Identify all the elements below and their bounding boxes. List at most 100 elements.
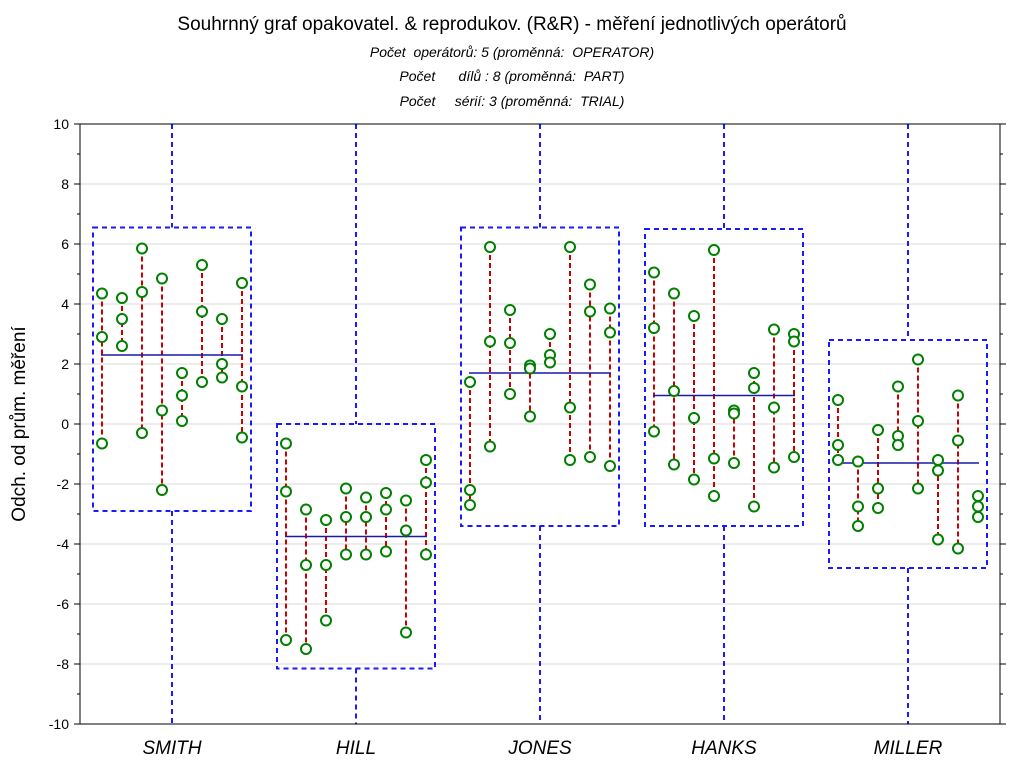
y-tick-label: -8: [57, 656, 70, 672]
y-tick-label: -2: [57, 476, 70, 492]
measurement-point: [872, 502, 884, 514]
measurement-point: [912, 353, 924, 366]
measurement-point: [196, 259, 208, 271]
measurement-point: [688, 310, 700, 322]
measurement-point: [116, 292, 128, 304]
point-layer: [96, 241, 984, 655]
measurement-point: [340, 482, 352, 495]
measurement-point: [484, 440, 496, 453]
range-box: [828, 339, 988, 569]
x-category-label: MILLER: [874, 738, 943, 759]
y-tick-label: 4: [61, 296, 69, 312]
mean-layer: [101, 354, 979, 538]
measurement-point: [280, 485, 292, 498]
measurement-point: [196, 376, 208, 388]
measurement-point: [236, 277, 248, 289]
measurement-point: [972, 511, 984, 523]
measurement-point: [300, 559, 312, 571]
measurement-point: [708, 452, 720, 465]
measurement-point: [136, 286, 148, 298]
measurement-point: [832, 454, 844, 466]
measurement-point: [564, 454, 576, 466]
measurement-point: [852, 455, 864, 468]
measurement-point: [748, 500, 760, 513]
measurement-point: [116, 313, 128, 325]
measurement-point: [504, 337, 516, 349]
measurement-point: [788, 335, 800, 348]
measurement-point: [380, 503, 392, 516]
y-tick-label: -6: [57, 596, 70, 612]
measurement-point: [952, 389, 964, 402]
measurement-point: [788, 451, 800, 463]
measurement-point: [320, 514, 332, 526]
box-layer: [92, 124, 988, 724]
measurement-point: [236, 431, 248, 444]
chart-subtitle-parts: Počet dílů : 8 (proměnná: PART): [399, 68, 625, 84]
y-tick-label: 6: [61, 236, 69, 252]
range-box: [276, 423, 436, 670]
range-box: [460, 226, 620, 527]
measurement-point: [892, 439, 904, 451]
x-category-label: SMITH: [142, 738, 201, 759]
measurement-point: [96, 437, 108, 450]
measurement-point: [300, 503, 312, 516]
measurement-point: [280, 634, 292, 646]
measurement-point: [584, 278, 596, 291]
measurement-point: [768, 401, 780, 414]
measurement-point: [400, 524, 412, 537]
measurement-point: [932, 533, 944, 546]
measurement-point: [360, 491, 372, 504]
measurement-point: [216, 371, 228, 384]
measurement-point: [832, 394, 844, 406]
measurement-point: [484, 241, 496, 253]
measurement-point: [748, 367, 760, 379]
measurement-point: [136, 427, 148, 439]
measurement-point: [400, 494, 412, 507]
measurement-point: [768, 323, 780, 336]
measurement-point: [156, 484, 168, 496]
measurement-point: [380, 487, 392, 499]
measurement-point: [872, 424, 884, 436]
measurement-point: [280, 437, 292, 450]
measurement-point: [972, 500, 984, 513]
measurement-point: [932, 464, 944, 477]
y-axis-title: Odch. od prům. měření: [9, 326, 30, 522]
x-category-label: HILL: [336, 738, 376, 759]
measurement-point: [320, 614, 332, 627]
measurement-point: [136, 242, 148, 255]
y-tick-label: -10: [49, 716, 69, 732]
measurement-point: [872, 482, 884, 495]
measurement-point: [96, 287, 108, 300]
x-category-label: JONES: [507, 738, 572, 759]
measurement-point: [320, 559, 332, 571]
measurement-point: [648, 425, 660, 438]
measurement-point: [216, 358, 228, 370]
y-tick-label: -4: [57, 536, 70, 552]
measurement-point: [604, 460, 616, 472]
measurement-point: [708, 244, 720, 256]
measurement-point: [708, 490, 720, 502]
measurement-point: [648, 266, 660, 279]
measurement-point: [668, 385, 680, 397]
measurement-point: [952, 434, 964, 447]
measurement-point: [504, 304, 516, 316]
measurement-point: [544, 328, 556, 340]
measurement-point: [648, 322, 660, 334]
measurement-point: [832, 439, 844, 451]
x-axis-categories: SMITH HILL JONES HANKS MILLER: [142, 738, 942, 759]
measurement-point: [116, 340, 128, 352]
y-tick-label: 0: [61, 416, 69, 432]
measurement-point: [748, 382, 760, 394]
measurement-point: [176, 389, 188, 402]
measurement-point: [156, 272, 168, 285]
measurement-point: [912, 415, 924, 427]
measurement-point: [360, 511, 372, 523]
measurement-point: [340, 511, 352, 523]
measurement-point: [96, 331, 108, 343]
measurement-point: [524, 410, 536, 423]
range-box: [92, 226, 252, 512]
measurement-point: [420, 548, 432, 561]
measurement-point: [544, 356, 556, 369]
measurement-point: [340, 548, 352, 561]
